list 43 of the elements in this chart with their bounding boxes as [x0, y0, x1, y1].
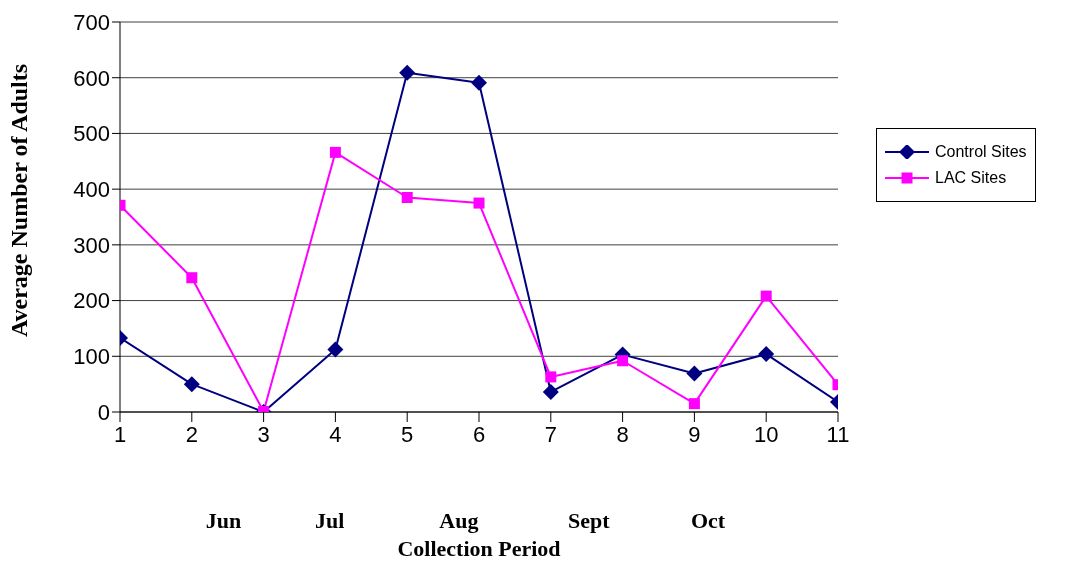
point: [686, 365, 703, 382]
x-tick-label: 10: [753, 421, 779, 447]
point: [473, 197, 485, 209]
legend-label: LAC Sites: [935, 169, 1007, 187]
x-tick-label: 1: [113, 421, 127, 447]
x-tick-label: 2: [185, 421, 198, 447]
point: [329, 146, 341, 158]
y-tick-label: 200: [73, 288, 110, 314]
y-tick-label: 600: [73, 65, 110, 91]
point: [399, 64, 416, 81]
text: Jul: [313, 508, 346, 534]
point: [758, 346, 775, 363]
x-axis-title: Collection Period: [396, 536, 562, 562]
x-tick-label: 4: [329, 421, 342, 447]
x-tick-label: 11: [826, 421, 850, 447]
y-tick-label: 700: [73, 9, 110, 35]
legend-label: Control Sites: [935, 143, 1027, 161]
point: [688, 398, 700, 410]
y-tick-label: 400: [73, 176, 110, 202]
point: [617, 355, 629, 367]
y-tick-label: 300: [73, 232, 110, 258]
y-axis-title: Average Number of Adults: [5, 63, 32, 337]
y-tick-label: 100: [73, 344, 110, 370]
point: [542, 383, 559, 400]
point: [401, 192, 413, 203]
y-tick-label: 500: [73, 121, 110, 147]
point: [327, 341, 344, 358]
point: [186, 272, 198, 284]
point: [545, 371, 557, 383]
text: Sept: [567, 508, 611, 534]
point: [760, 290, 772, 302]
x-tick-label: 7: [544, 421, 557, 447]
point: [471, 74, 487, 91]
text: Oct: [689, 508, 727, 534]
x-tick-label: 8: [616, 421, 629, 447]
x-tick-label: 5: [401, 421, 414, 447]
text: Aug: [438, 508, 480, 534]
x-tick-label: 6: [472, 421, 486, 447]
y-tick-label: 0: [97, 399, 110, 425]
x-tick-label: 9: [688, 421, 701, 447]
x-tick-label: 3: [257, 421, 270, 447]
point: [183, 376, 200, 393]
text: Jun: [204, 508, 243, 534]
